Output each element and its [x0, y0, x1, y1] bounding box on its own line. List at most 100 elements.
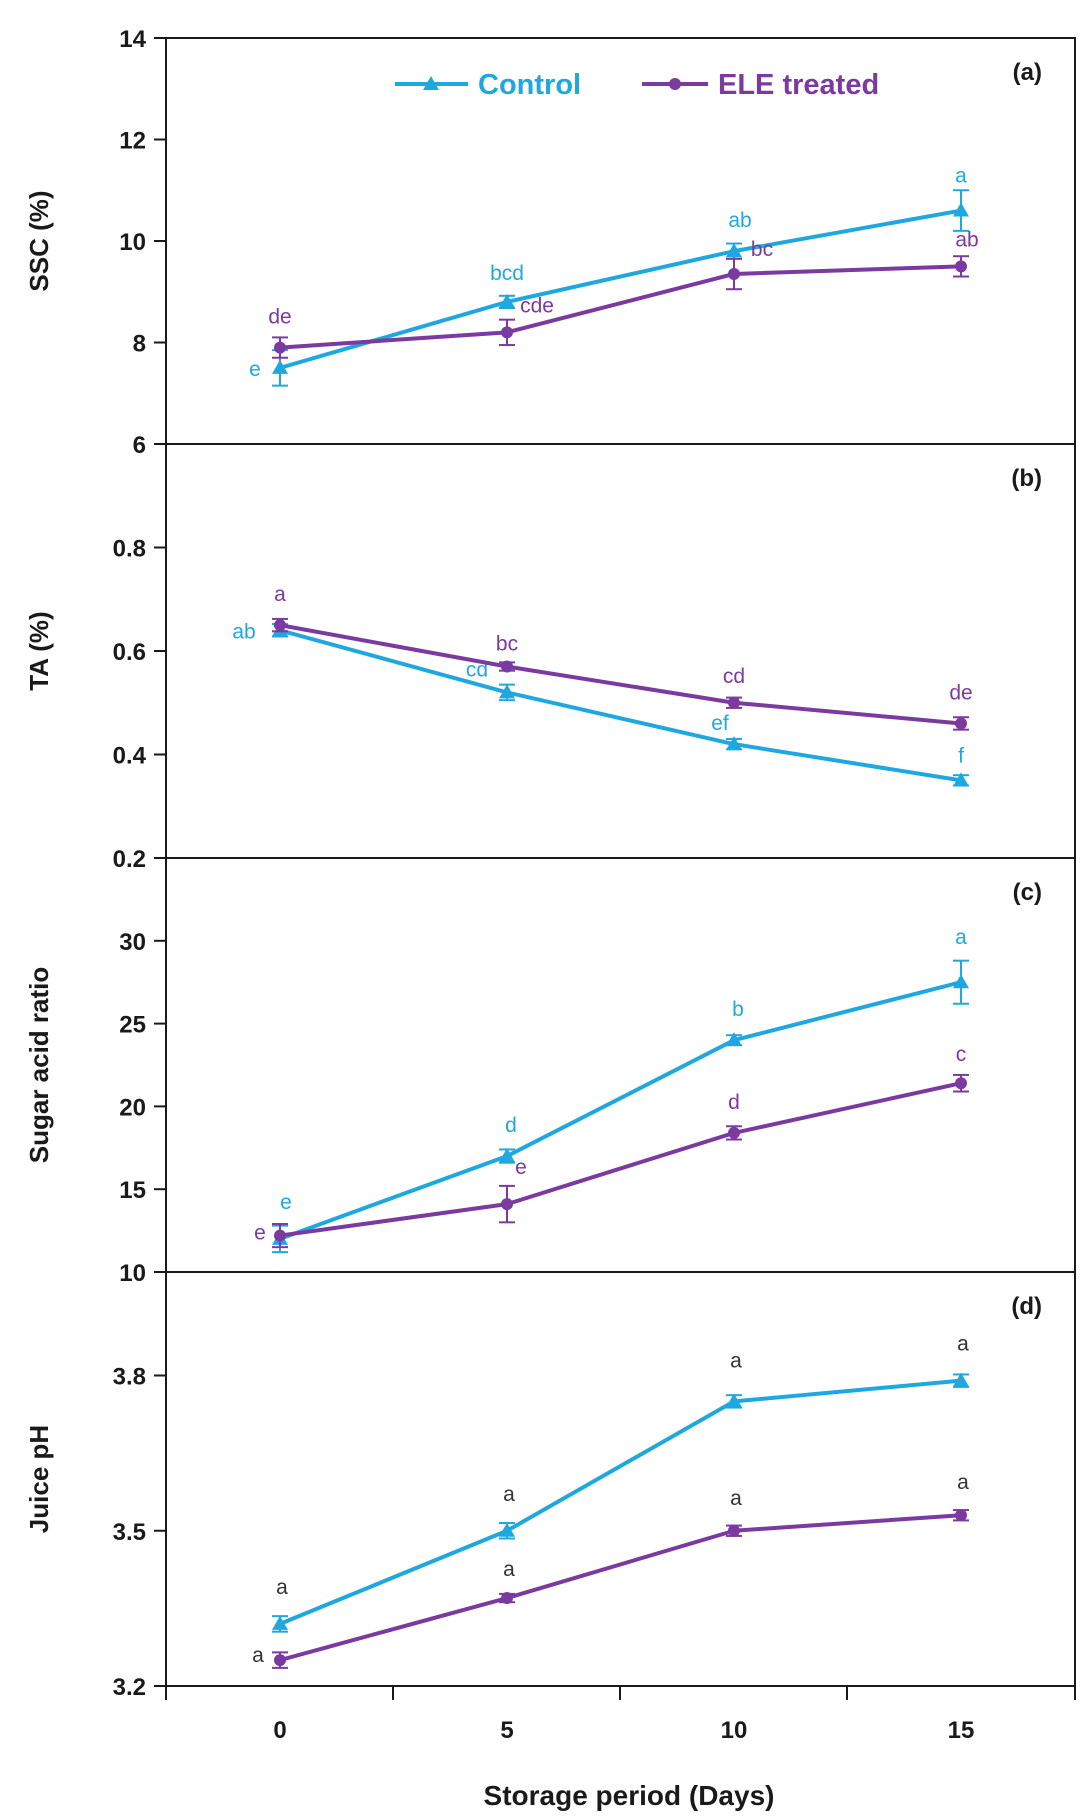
data-point [274, 1229, 286, 1242]
y-axis-title: TA (%) [24, 611, 54, 690]
legend-label-ele: ELE treated [718, 69, 879, 101]
data-point [726, 1032, 742, 1047]
y-axis-title: Sugar acid ratio [24, 967, 54, 1164]
series-ele: de cde bc ab [268, 228, 979, 359]
series-line [279, 1513, 962, 1663]
series-ele: a a a a [252, 1471, 969, 1669]
data-point [499, 293, 515, 308]
significance-letter: de [268, 306, 291, 329]
significance-letter: bc [496, 633, 518, 656]
data-point [501, 1592, 513, 1605]
panel-frame [165, 857, 1076, 1273]
y-tick-label: 12 [119, 128, 146, 155]
data-point [499, 684, 515, 699]
panel-d: 3.2 3.5 3.8 Juice pH (d) a a a a a a a a [24, 1271, 1076, 1701]
y-tick-label: 15 [119, 1177, 146, 1204]
significance-letter: a [276, 1576, 288, 1599]
significance-letter: cde [520, 294, 554, 317]
y-tick-label: 10 [119, 229, 146, 256]
legend-marker-control [423, 76, 439, 90]
y-tick-label: 14 [119, 26, 146, 53]
data-point [953, 202, 969, 217]
panel-label: (d) [1011, 1293, 1042, 1320]
data-point [501, 660, 513, 673]
data-point [728, 1126, 740, 1139]
y-tick-label: 6 [133, 432, 146, 459]
series-control: a a a a [272, 1333, 969, 1633]
legend-marker-ele [669, 78, 681, 90]
data-point [728, 1524, 740, 1537]
significance-letter: de [949, 681, 972, 704]
significance-letter: d [728, 1091, 740, 1114]
data-point [501, 1198, 513, 1211]
series-line [279, 628, 962, 783]
series-line [279, 1081, 962, 1238]
significance-letter: f [958, 744, 964, 767]
significance-letter: b [732, 998, 744, 1021]
significance-letter: a [503, 1558, 515, 1581]
series-line [279, 980, 962, 1241]
series-line [279, 1378, 962, 1626]
significance-letter: a [274, 583, 286, 606]
y-tick-label: 25 [119, 1012, 146, 1039]
significance-letter: ef [711, 712, 729, 735]
y-tick-label: 0.2 [113, 846, 146, 873]
significance-letter: e [249, 358, 261, 381]
significance-letter: e [254, 1222, 266, 1245]
significance-letter: d [505, 1114, 517, 1137]
significance-letter: a [957, 1333, 969, 1356]
y-tick-label: 10 [119, 1260, 146, 1287]
significance-letter: a [730, 1487, 742, 1510]
data-point [955, 1509, 967, 1522]
data-point [953, 1372, 969, 1387]
series-line [279, 623, 962, 726]
data-point [274, 341, 286, 354]
data-point [726, 243, 742, 258]
panel-label: (a) [1013, 59, 1042, 86]
significance-letter: a [957, 1471, 969, 1494]
significance-letter: cd [723, 665, 745, 688]
legend-label-control: Control [478, 69, 581, 101]
significance-letter: bcd [490, 262, 524, 285]
y-tick-label: 0.8 [113, 536, 146, 563]
y-axis-title: SSC (%) [24, 190, 54, 291]
data-point [726, 736, 742, 751]
data-point [272, 1615, 288, 1630]
significance-letter: e [515, 1156, 527, 1179]
significance-letter: bc [751, 238, 773, 261]
data-point [274, 1654, 286, 1667]
data-point [955, 717, 967, 730]
series-control: e bcd ab a [249, 165, 969, 387]
data-point [728, 696, 740, 709]
significance-letter: c [956, 1043, 967, 1066]
significance-letter: ab [728, 209, 751, 232]
y-tick-label: 8 [133, 331, 146, 358]
data-point [274, 619, 286, 632]
panel-frame [165, 37, 1076, 445]
panel-frame [165, 443, 1076, 859]
y-tick-label: 20 [119, 1094, 146, 1121]
x-tick-label: 5 [500, 1717, 513, 1744]
significance-letter: ab [955, 228, 978, 251]
significance-letter: e [280, 1191, 292, 1214]
data-point [499, 1522, 515, 1537]
y-tick-label: 0.4 [113, 743, 147, 770]
data-point [955, 260, 967, 273]
data-point [726, 1393, 742, 1408]
y-tick-label: 3.5 [113, 1519, 146, 1546]
panel-label: (c) [1013, 879, 1042, 906]
x-axis-title: Storage period (Days) [484, 1780, 775, 1811]
significance-letter: cd [466, 658, 488, 681]
significance-letter: a [955, 165, 967, 188]
data-point [955, 1077, 967, 1090]
y-axis-title: Juice pH [24, 1425, 54, 1533]
legend: Control ELE treated [395, 69, 879, 101]
data-point [272, 359, 288, 374]
data-point [501, 326, 513, 339]
